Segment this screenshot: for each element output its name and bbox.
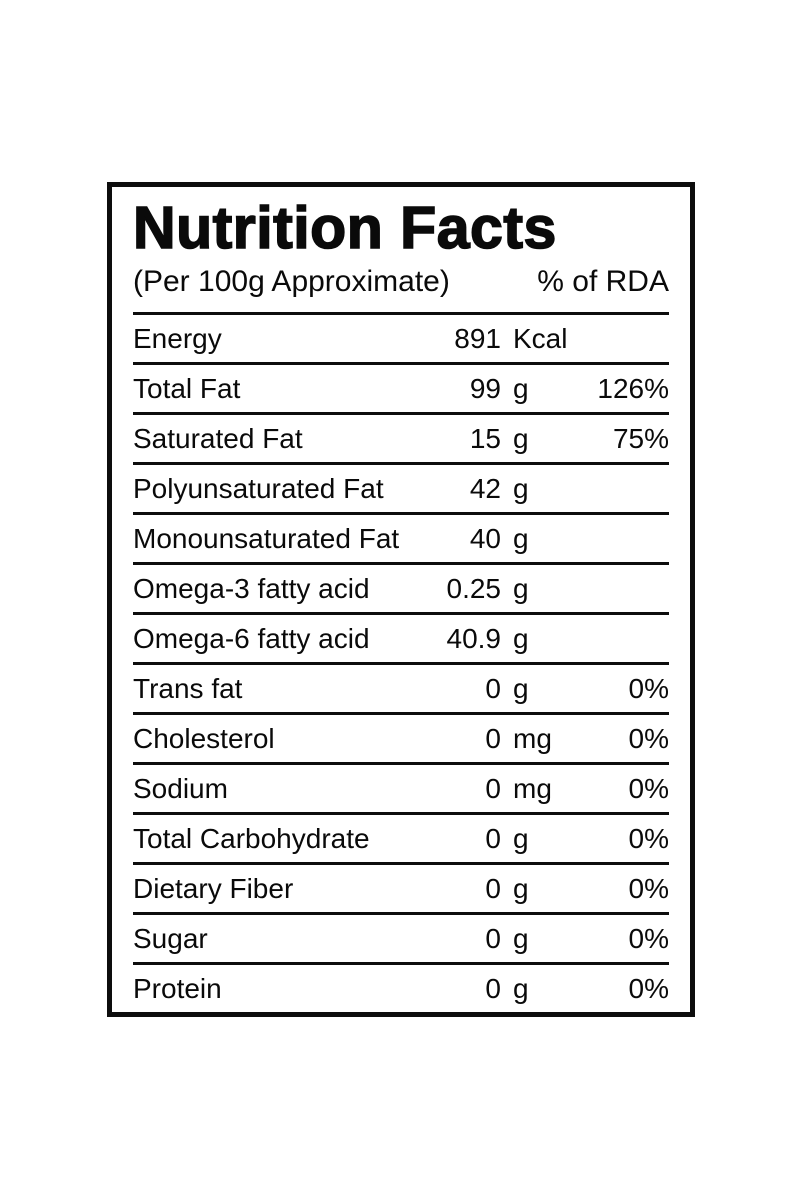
nutrient-unit: g — [513, 472, 529, 504]
nutrient-name: Total Fat — [133, 372, 241, 404]
nutrient-rda: 0% — [628, 972, 669, 1004]
nutrient-name: Sugar — [133, 922, 208, 954]
nutrient-rda: 0% — [628, 672, 669, 704]
nutrient-unit: g — [513, 972, 529, 1004]
nutrient-value: 15 — [469, 422, 501, 454]
nutrient-row: Sugar 0 g 0% — [133, 912, 669, 962]
nutrient-row: Saturated Fat 15 g 75% — [133, 412, 669, 462]
nutrient-row: Omega-3 fatty acid 0.25 g — [133, 562, 669, 612]
nutrient-rda: 126% — [597, 372, 669, 404]
nutrient-unit: g — [513, 372, 529, 404]
nutrient-value: 0 — [485, 922, 501, 954]
nutrient-name: Omega-6 fatty acid — [133, 622, 370, 654]
nutrient-value: 0 — [485, 822, 501, 854]
nutrient-row: Sodium 0 mg 0% — [133, 762, 669, 812]
nutrient-value: 0 — [485, 872, 501, 904]
nutrient-row: Protein 0 g 0% — [133, 962, 669, 1012]
nutrient-unit: g — [513, 572, 529, 604]
nutrient-rda: 0% — [628, 872, 669, 904]
serving-basis-text: (Per 100g Approximate) — [133, 265, 450, 298]
nutrient-unit: mg — [513, 722, 552, 754]
nutrient-name: Protein — [133, 972, 222, 1004]
nutrient-unit: g — [513, 422, 529, 454]
nutrient-rda: 0% — [628, 922, 669, 954]
nutrient-rda: 0% — [628, 722, 669, 754]
nutrient-value: 42 — [469, 472, 501, 504]
nutrient-value: 99 — [469, 372, 501, 404]
nutrient-name: Dietary Fiber — [133, 872, 294, 904]
nutrient-row: Total Fat 99 g 126% — [133, 362, 669, 412]
rda-column-header: % of RDA — [537, 265, 669, 298]
nutrient-unit: mg — [513, 772, 552, 804]
label-subtitle-row: (Per 100g Approximate) % of RDA — [133, 261, 669, 303]
nutrient-value: 0 — [485, 722, 501, 754]
nutrient-row: Polyunsaturated Fat 42 g — [133, 462, 669, 512]
nutrient-rda: 0% — [628, 772, 669, 804]
nutrient-unit: g — [513, 822, 529, 854]
nutrient-row: Energy 891 Kcal — [133, 312, 669, 362]
nutrient-unit: g — [513, 922, 529, 954]
nutrient-row: Cholesterol 0 mg 0% — [133, 712, 669, 762]
nutrient-name: Sodium — [133, 772, 228, 804]
nutrient-rda: 75% — [612, 422, 669, 454]
nutrient-name: Cholesterol — [133, 722, 275, 754]
nutrient-row: Omega-6 fatty acid 40.9 g — [133, 612, 669, 662]
nutrient-value: 0.25 — [446, 572, 502, 604]
nutrient-table: Energy 891 Kcal Total Fat 99 g 126% Satu… — [133, 312, 669, 1012]
nutrient-value: 891 — [454, 322, 501, 354]
nutrient-unit: g — [513, 622, 529, 654]
nutrition-facts-label: Nutrition Facts (Per 100g Approximate) %… — [107, 182, 695, 1017]
nutrient-unit: g — [513, 672, 529, 704]
nutrient-rda: 0% — [628, 822, 669, 854]
nutrient-value: 0 — [485, 672, 501, 704]
nutrient-row: Total Carbohydrate 0 g 0% — [133, 812, 669, 862]
nutrient-row: Dietary Fiber 0 g 0% — [133, 862, 669, 912]
nutrient-name: Saturated Fat — [133, 422, 303, 454]
nutrient-row: Trans fat 0 g 0% — [133, 662, 669, 712]
nutrient-value: 0 — [485, 772, 501, 804]
nutrient-row: Monounsaturated Fat 40 g — [133, 512, 669, 562]
nutrient-name: Total Carbohydrate — [133, 822, 370, 854]
nutrient-name: Omega-3 fatty acid — [133, 572, 370, 604]
nutrient-unit: Kcal — [513, 322, 568, 354]
nutrient-unit: g — [513, 522, 529, 554]
nutrient-name: Energy — [133, 322, 222, 354]
nutrient-value: 40 — [469, 522, 501, 554]
nutrient-value: 40.9 — [446, 622, 502, 654]
nutrient-name: Trans fat — [133, 672, 243, 704]
nutrient-name: Monounsaturated Fat — [133, 522, 400, 554]
nutrient-unit: g — [513, 872, 529, 904]
label-title: Nutrition Facts — [132, 195, 557, 261]
label-header: Nutrition Facts (Per 100g Approximate) %… — [132, 187, 669, 312]
nutrient-value: 0 — [485, 972, 501, 1004]
nutrient-name: Polyunsaturated Fat — [133, 472, 384, 504]
